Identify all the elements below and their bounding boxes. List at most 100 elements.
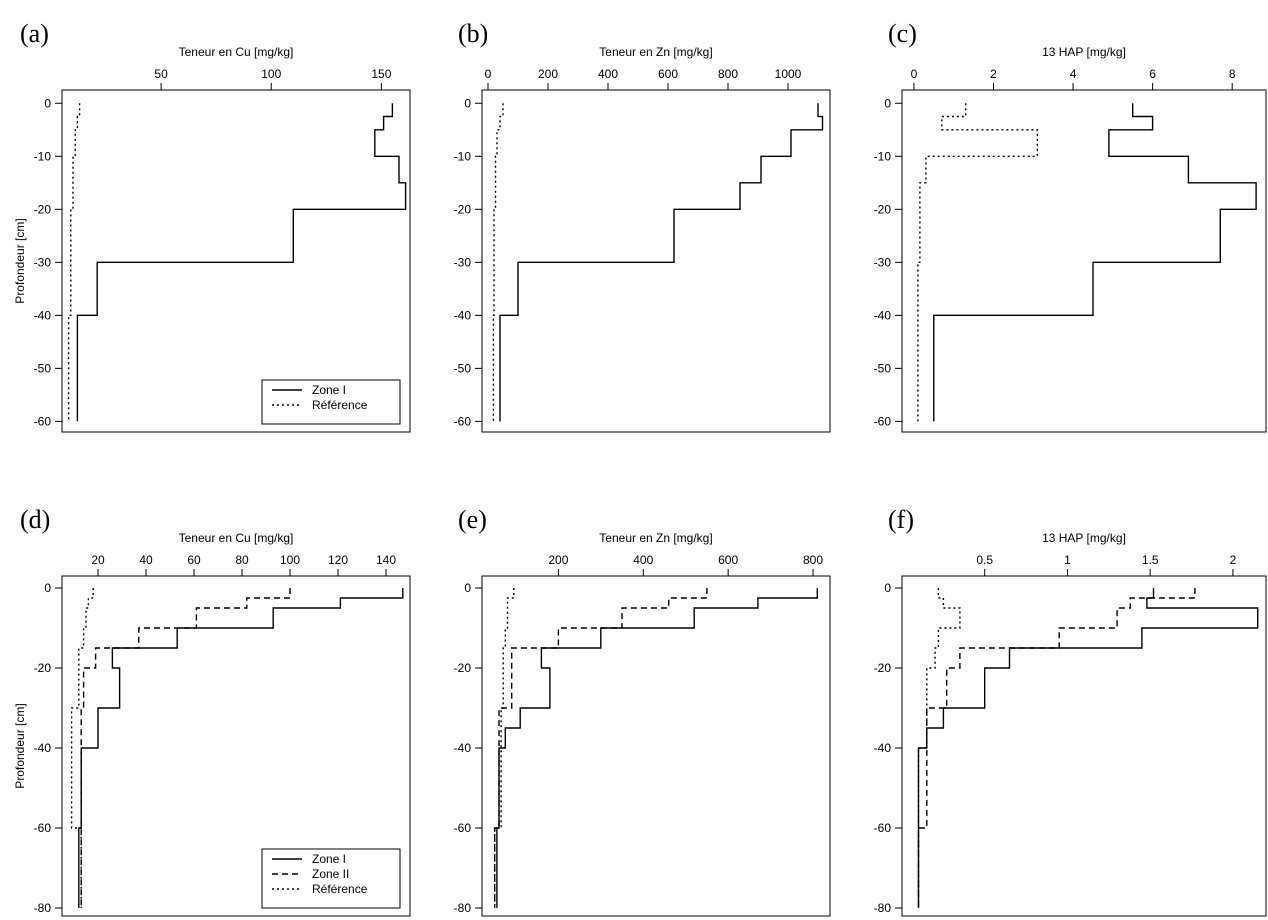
series-line-dashed xyxy=(80,588,291,908)
x-axis-title: Teneur en Cu [mg/kg] xyxy=(179,45,294,59)
x-tick-label: 1 xyxy=(1064,553,1071,567)
series-line-dotted xyxy=(494,588,515,908)
x-tick-label: 40 xyxy=(139,553,153,567)
panel-e: (e) 200 400 600 800 Teneur en Zn [mg/kg] 0 -20 -… xyxy=(454,505,831,917)
y-tick-label: -40 xyxy=(34,741,52,755)
x-axis-title: Teneur en Zn [mg/kg] xyxy=(599,531,712,545)
panel-f: (f) 0.5 1 1.5 2 13 HAP [mg/kg] 0 -20 -40 -60 -80 xyxy=(874,505,1267,917)
y-tick-label: -10 xyxy=(454,149,472,163)
y-tick-label: -30 xyxy=(874,255,892,269)
x-tick-label: 0 xyxy=(911,67,918,81)
y-tick-label: -60 xyxy=(454,821,472,835)
series-line-dotted xyxy=(67,103,81,422)
y-tick-label: -30 xyxy=(454,255,472,269)
x-tick-label: 4 xyxy=(1070,67,1077,81)
x-axis-title: Teneur en Cu [mg/kg] xyxy=(179,531,294,545)
x-tick-label: 1.5 xyxy=(1142,553,1159,567)
y-tick-label: 0 xyxy=(44,96,51,110)
y-tick-label: -40 xyxy=(874,741,892,755)
y-tick-label: -40 xyxy=(454,308,472,322)
panel-letter: (d) xyxy=(20,505,50,534)
x-tick-label: 100 xyxy=(280,553,300,567)
x-axis-title: 13 HAP [mg/kg] xyxy=(1042,45,1126,59)
y-tick-label: -20 xyxy=(454,661,472,675)
x-tick-label: 60 xyxy=(187,553,201,567)
series-line-solid xyxy=(917,588,1259,908)
x-tick-label: 120 xyxy=(328,553,348,567)
series-line-dashed xyxy=(917,588,1196,908)
panel-letter: (a) xyxy=(20,19,49,48)
x-tick-label: 50 xyxy=(154,67,168,81)
y-tick-label: 0 xyxy=(884,96,891,110)
x-tick-label: 0.5 xyxy=(976,553,993,567)
y-tick-label: -50 xyxy=(454,361,472,375)
y-tick-label: -20 xyxy=(34,661,52,675)
series-line-solid xyxy=(496,588,818,908)
panel-letter: (f) xyxy=(888,505,914,534)
x-tick-label: 2 xyxy=(990,67,997,81)
y-tick-label: -40 xyxy=(34,308,52,322)
series-line-dotted xyxy=(70,588,94,908)
series-line-dotted xyxy=(917,588,961,908)
x-tick-label: 140 xyxy=(376,553,396,567)
y-tick-label: 0 xyxy=(464,581,471,595)
y-tick-label: -60 xyxy=(874,414,892,428)
y-tick-label: -20 xyxy=(874,202,892,216)
y-tick-label: 0 xyxy=(44,581,51,595)
x-axis-title: 13 HAP [mg/kg] xyxy=(1042,531,1126,545)
x-tick-label: 0 xyxy=(485,67,492,81)
plot-frame xyxy=(61,575,411,917)
x-tick-label: 1000 xyxy=(775,67,802,81)
panel-d: (d) 20 40 60 80 100 120 140 Teneur en Cu [mg/kg]… xyxy=(13,505,411,917)
panel-c: (c) 0 2 4 6 8 13 HAP [mg/kg] 0 -10 -20 -30 -40 -50 -6… xyxy=(874,19,1267,433)
x-tick-label: 400 xyxy=(633,553,653,567)
y-tick-label: -50 xyxy=(874,361,892,375)
x-tick-label: 600 xyxy=(658,67,678,81)
y-axis-title: Profondeur [cm] xyxy=(13,703,27,788)
plot-frame xyxy=(481,89,831,433)
legend-entry: Zone I xyxy=(312,383,346,397)
y-tick-label: -80 xyxy=(874,901,892,915)
plot-frame xyxy=(901,575,1267,917)
x-tick-label: 800 xyxy=(803,553,823,567)
x-tick-label: 6 xyxy=(1149,67,1156,81)
y-tick-label: -10 xyxy=(874,149,892,163)
x-tick-label: 200 xyxy=(548,553,568,567)
x-tick-label: 800 xyxy=(718,67,738,81)
y-tick-label: -60 xyxy=(874,821,892,835)
panel-a: (a) 50 100 150 Teneur en Cu [mg/kg] 0 -10 -20 -3… xyxy=(13,19,411,433)
x-axis-title: Teneur en Zn [mg/kg] xyxy=(599,45,712,59)
panel-letter: (e) xyxy=(458,505,487,534)
y-tick-label: -60 xyxy=(34,821,52,835)
y-tick-label: -40 xyxy=(874,308,892,322)
y-tick-label: -60 xyxy=(34,414,52,428)
series-line-dotted xyxy=(492,103,504,422)
legend-entry: Zone II xyxy=(312,867,349,881)
y-axis-title: Profondeur [cm] xyxy=(13,218,27,303)
x-tick-label: 2 xyxy=(1230,553,1237,567)
y-tick-label: -30 xyxy=(34,255,52,269)
series-line-solid xyxy=(499,103,824,422)
plot-frame xyxy=(61,89,411,433)
y-tick-label: 0 xyxy=(884,581,891,595)
y-tick-label: -40 xyxy=(454,741,472,755)
legend-entry: Référence xyxy=(312,882,368,896)
panel-letter: (b) xyxy=(458,19,488,48)
plot-frame xyxy=(901,89,1267,433)
legend-entry: Référence xyxy=(312,398,368,412)
series-line-solid xyxy=(933,103,1257,422)
y-tick-label: -10 xyxy=(34,149,52,163)
legend-entry: Zone I xyxy=(312,852,346,866)
y-tick-label: -60 xyxy=(454,414,472,428)
x-tick-label: 8 xyxy=(1229,67,1236,81)
y-tick-label: 0 xyxy=(464,96,471,110)
series-line-dotted xyxy=(917,103,1039,422)
legend-box xyxy=(261,379,401,425)
y-tick-label: -80 xyxy=(454,901,472,915)
x-tick-label: 400 xyxy=(598,67,618,81)
plot-frame xyxy=(481,575,831,917)
panel-b: (b) 0 200 400 600 800 1000 Teneur en Zn [mg/kg]… xyxy=(454,19,831,433)
x-tick-label: 80 xyxy=(235,553,249,567)
